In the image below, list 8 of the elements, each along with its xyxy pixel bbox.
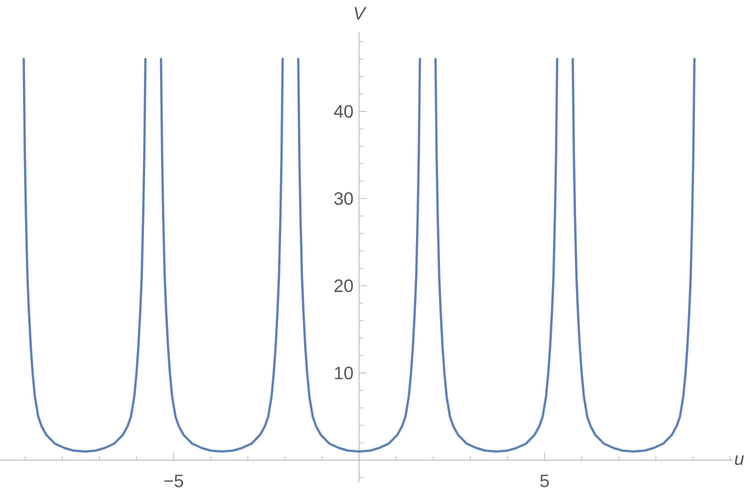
y-tick-label: 40 <box>334 104 353 118</box>
x-tick-label: −5 <box>164 474 184 488</box>
x-axis-title: u <box>734 455 744 466</box>
y-tick-label: 20 <box>334 279 353 292</box>
y-tick-label: 30 <box>334 192 353 205</box>
x-tick-label: 5 <box>540 474 549 488</box>
y-axis-title: V <box>354 7 366 20</box>
y-tick-label: 10 <box>334 366 353 380</box>
